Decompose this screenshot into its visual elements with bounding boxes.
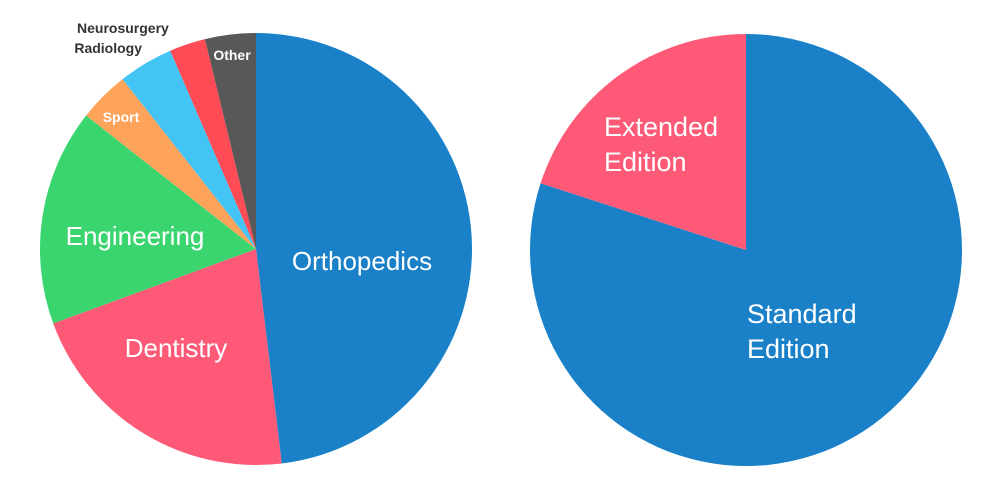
pie-slice — [53, 249, 282, 466]
slice-label: Other — [213, 46, 251, 63]
slice-label: Radiology — [74, 39, 142, 56]
pie-slice — [170, 39, 256, 249]
slice-label: Engineering — [65, 221, 205, 252]
slice-label: Neurosurgery — [77, 19, 169, 36]
pie-slice — [39, 115, 256, 324]
pie-slice — [540, 34, 746, 250]
slice-label: Extended Edition — [604, 111, 719, 177]
pie-slice — [256, 33, 473, 464]
pie-slice — [122, 50, 256, 249]
slice-label: Dentistry — [124, 333, 228, 364]
pie-slice — [204, 33, 256, 249]
slice-label: Orthopedics — [291, 246, 433, 277]
pie-slice — [86, 79, 256, 249]
slice-label: Standard Edition — [747, 298, 857, 364]
slice-label: Sport — [102, 108, 140, 125]
